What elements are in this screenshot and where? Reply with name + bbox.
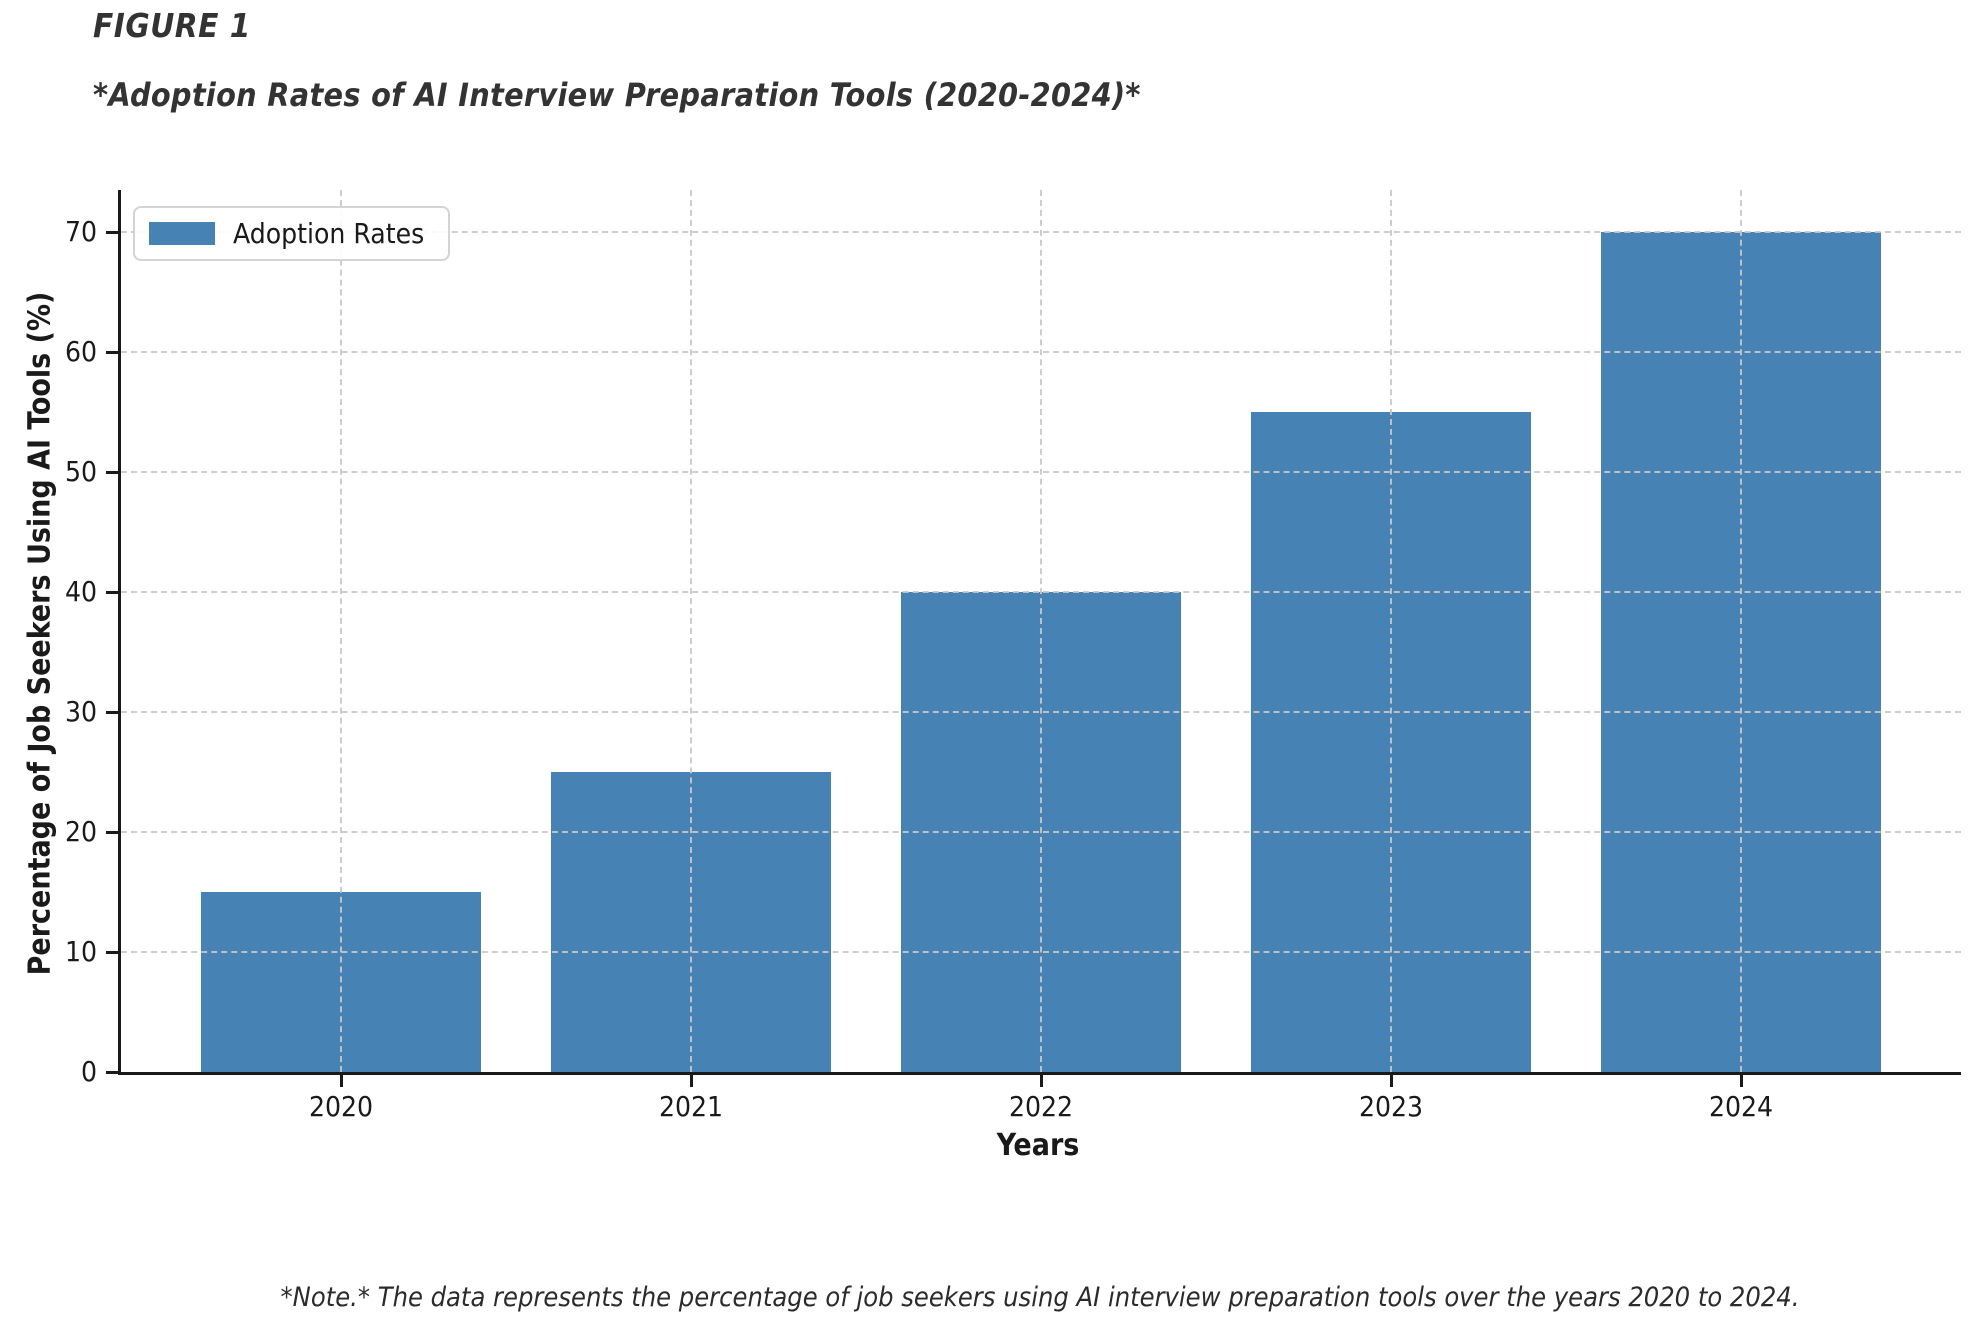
y-tick-mark-70 <box>106 230 118 234</box>
gridline-x-2022 <box>1040 190 1042 1072</box>
y-tick-label-50: 50 <box>64 455 97 488</box>
y-tick-label-30: 30 <box>64 695 97 728</box>
x-tick-mark-2023 <box>1389 1075 1393 1087</box>
y-tick-mark-60 <box>106 350 118 354</box>
y-tick-mark-40 <box>106 590 118 594</box>
y-tick-mark-10 <box>106 950 118 954</box>
y-tick-mark-20 <box>106 830 118 834</box>
x-axis-label: Years <box>996 1128 1080 1163</box>
gridline-x-2020 <box>340 190 342 1072</box>
figure-label: FIGURE 1 <box>93 6 251 45</box>
y-tick-label-20: 20 <box>64 815 97 848</box>
x-tick-mark-2022 <box>1039 1075 1043 1087</box>
gridline-x-2024 <box>1740 190 1742 1072</box>
x-tick-label-2024: 2024 <box>1708 1090 1774 1123</box>
y-tick-label-10: 10 <box>64 935 97 968</box>
x-tick-label-2020: 2020 <box>308 1090 374 1123</box>
plot-area: Adoption Rates 0 10 20 30 40 50 60 70 2020 2021 20… <box>65 190 1961 1123</box>
chart-title: *Adoption Rates of AI Interview Preparat… <box>93 76 1141 114</box>
x-tick-label-2023: 2023 <box>1358 1090 1424 1123</box>
y-tick-mark-30 <box>106 710 118 714</box>
x-tick-mark-2021 <box>689 1075 693 1087</box>
legend: Adoption Rates <box>133 206 451 261</box>
gridline-x-2021 <box>690 190 692 1072</box>
y-tick-label-0: 0 <box>80 1055 97 1088</box>
x-tick-label-2021: 2021 <box>658 1090 724 1123</box>
legend-swatch-adoption-rates <box>149 222 215 245</box>
figure-note: *Note.* The data represents the percenta… <box>280 1282 1800 1313</box>
x-tick-label-2022: 2022 <box>1008 1090 1074 1123</box>
y-tick-mark-50 <box>106 470 118 474</box>
y-tick-label-70: 70 <box>64 215 97 248</box>
y-tick-label-40: 40 <box>64 575 97 608</box>
y-tick-label-60: 60 <box>64 335 97 368</box>
x-tick-mark-2024 <box>1739 1075 1743 1087</box>
gridline-x-2023 <box>1390 190 1392 1072</box>
y-tick-mark-0 <box>106 1070 118 1074</box>
legend-label: Adoption Rates <box>233 217 425 250</box>
x-tick-mark-2020 <box>339 1075 343 1087</box>
